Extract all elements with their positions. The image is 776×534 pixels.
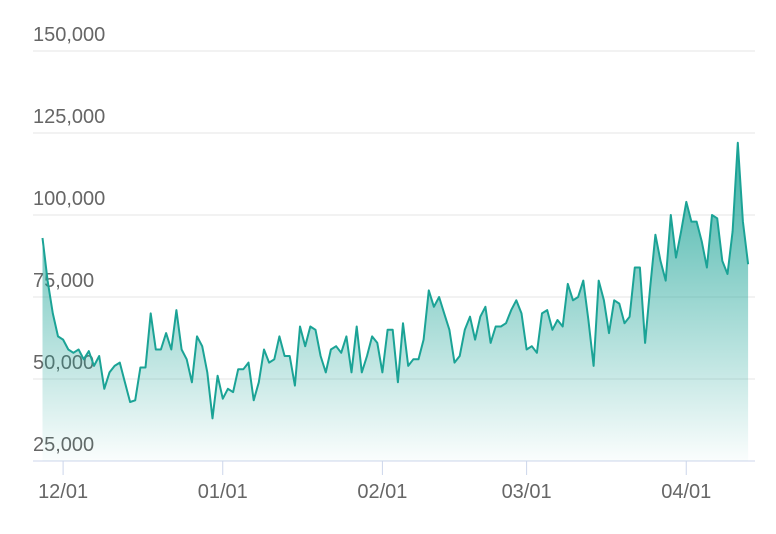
- x-tick-label: 12/01: [38, 481, 88, 503]
- y-tick-label: 75,000: [33, 270, 94, 292]
- x-tick-label: 01/01: [198, 481, 248, 503]
- y-tick-label: 125,000: [33, 106, 105, 128]
- x-tick-label: 02/01: [357, 481, 407, 503]
- x-tick-label: 03/01: [502, 481, 552, 503]
- y-tick-label: 100,000: [33, 188, 105, 210]
- y-tick-label: 150,000: [33, 24, 105, 46]
- series-line: [41, 141, 750, 420]
- x-tick-label: 04/01: [661, 481, 711, 503]
